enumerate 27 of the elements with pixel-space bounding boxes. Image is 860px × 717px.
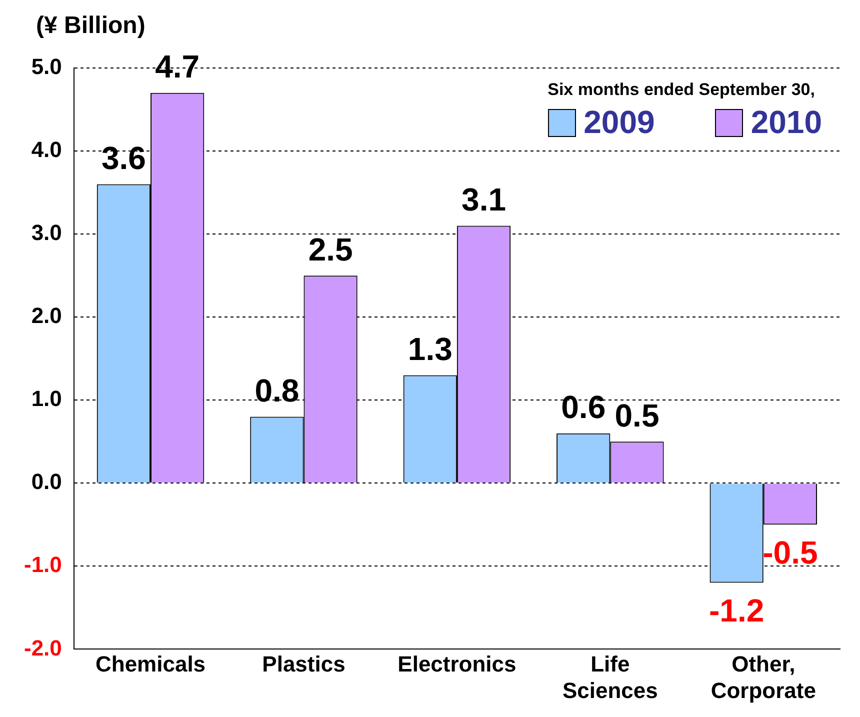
y-axis-title: (¥ Billion) [36,12,146,40]
data-label: 2.5 [308,231,353,268]
x-tick-label: Electronics [398,651,516,676]
data-label: 1.3 [408,331,452,368]
legend-label: 2010 [750,104,822,141]
x-tick-label: Other, Corporate [710,651,816,703]
y-tick-label: 3.0 [31,220,62,246]
data-label: -1.2 [709,592,764,629]
y-tick-label: 0.0 [31,469,62,494]
x-tick-label: Chemicals [95,651,206,676]
data-label: 3.6 [101,140,146,176]
x-tick-label: Life Sciences [562,651,658,703]
data-label: 4.7 [155,48,200,85]
x-tick-label: Plastics [262,651,346,676]
data-label: -0.5 [762,534,818,570]
legend-label: 2009 [584,104,655,141]
y-tick-label: 2.0 [31,303,62,328]
data-label: 0.5 [614,397,660,434]
y-tick-label: -1.0 [24,552,62,578]
data-label: 0.6 [561,389,606,426]
y-tick-label: 5.0 [31,54,62,80]
y-tick-label: -2.0 [24,635,62,660]
data-label: 0.8 [254,372,300,409]
legend-title: Six months ended September 30, [548,80,816,100]
y-tick-label: 4.0 [31,137,62,162]
data-label: 3.1 [462,182,506,218]
y-tick-label: 1.0 [31,386,62,412]
